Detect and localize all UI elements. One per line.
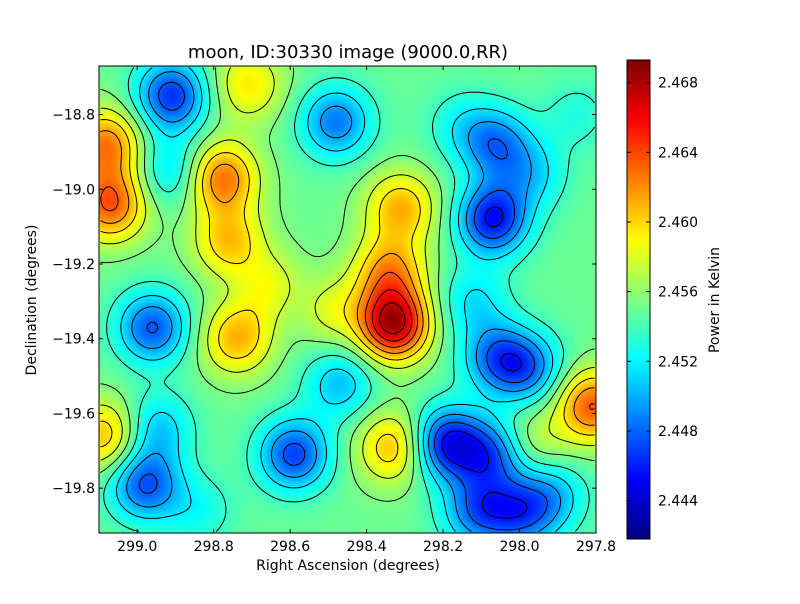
colorbar-ticks: 2.444 2.448 2.452 2.456 2.460 2.464 2.468 [627,76,698,510]
colorbar-tick-label: 2.448 [658,424,698,440]
x-tick-label: 298.0 [499,539,539,555]
contour-lines [100,67,595,532]
colorbar: 2.444 2.448 2.452 2.456 2.460 2.464 2.468 Powe… [626,59,723,540]
contour-level-3 [138,81,548,531]
x-tick-label: 298.8 [194,539,234,555]
contour-level-11 [100,186,595,410]
contour-level-12 [371,289,413,342]
y-axis: −18.8 −19.0 −19.2 −19.4 −19.6 −19.8 [52,108,596,497]
contour-level-9 [100,119,595,463]
y-tick-label: −19.4 [52,332,95,348]
contour-level-6 [103,67,595,532]
colorbar-tick-label: 2.464 [658,145,698,161]
y-tick-label: −19.6 [52,406,95,422]
contour-level-7 [100,67,595,502]
contour-level-5 [116,67,574,532]
x-axis-label: Right Ascension (degrees) [256,558,440,574]
x-tick-label: 298.4 [347,539,387,555]
y-tick-label: −18.8 [52,108,95,124]
colorbar-tick-label: 2.444 [658,494,698,510]
colorbar-label: Power in Kelvin [707,247,723,353]
colorbar-gradient [627,60,650,539]
y-axis-label: Declination (degrees) [24,225,40,376]
plot-area [98,65,597,534]
plot-frame [98,65,597,534]
y-tick-label: −19.8 [52,481,95,497]
x-tick-label: 299.0 [117,539,157,555]
x-axis: 299.0 298.8 298.6 298.4 298.2 298.0 297.8 [117,66,616,555]
colorbar-tick-label: 2.452 [658,354,698,370]
y-tick-label: −19.2 [52,257,95,273]
colorbar-frame [626,59,651,540]
y-tick-label: −19.0 [52,182,95,198]
x-tick-label: 298.2 [423,539,463,555]
contour-level-13 [379,302,406,335]
contour-level-8 [100,67,595,479]
x-tick-label: 298.6 [270,539,310,555]
contour-level-10 [100,130,595,426]
colorbar-tick-label: 2.468 [658,76,698,92]
contour-level-4 [126,71,562,532]
colorbar-tick-label: 2.460 [658,215,698,231]
contour-level-2 [441,206,528,519]
colorbar-tick-label: 2.456 [658,285,698,301]
x-tick-label: 297.8 [576,539,616,555]
chart-title: moon, ID:30330 image (9000.0,RR) [188,42,508,63]
